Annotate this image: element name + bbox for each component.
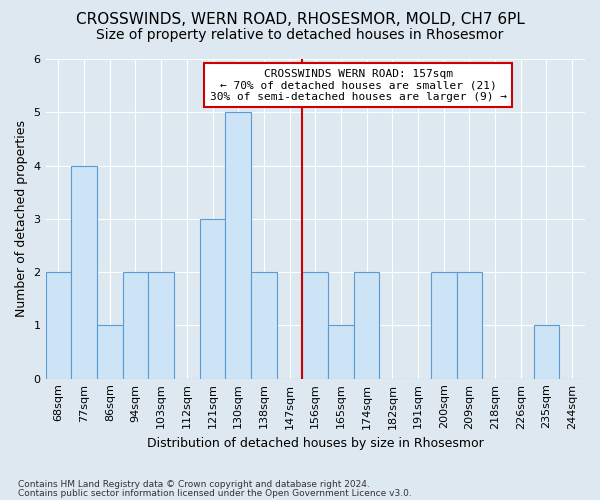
Bar	[251, 272, 277, 378]
Text: Size of property relative to detached houses in Rhosesmor: Size of property relative to detached ho…	[97, 28, 503, 42]
Bar	[46, 272, 71, 378]
Bar	[354, 272, 379, 378]
Bar	[533, 326, 559, 378]
Bar	[302, 272, 328, 378]
Bar	[328, 326, 354, 378]
Bar	[431, 272, 457, 378]
Text: CROSSWINDS, WERN ROAD, RHOSESMOR, MOLD, CH7 6PL: CROSSWINDS, WERN ROAD, RHOSESMOR, MOLD, …	[76, 12, 524, 28]
Text: Contains public sector information licensed under the Open Government Licence v3: Contains public sector information licen…	[18, 488, 412, 498]
Y-axis label: Number of detached properties: Number of detached properties	[15, 120, 28, 318]
Bar	[71, 166, 97, 378]
Bar	[226, 112, 251, 378]
Text: CROSSWINDS WERN ROAD: 157sqm
← 70% of detached houses are smaller (21)
30% of se: CROSSWINDS WERN ROAD: 157sqm ← 70% of de…	[210, 68, 507, 102]
Bar	[148, 272, 174, 378]
Bar	[122, 272, 148, 378]
Bar	[97, 326, 122, 378]
Bar	[457, 272, 482, 378]
X-axis label: Distribution of detached houses by size in Rhosesmor: Distribution of detached houses by size …	[147, 437, 484, 450]
Bar	[200, 219, 226, 378]
Text: Contains HM Land Registry data © Crown copyright and database right 2024.: Contains HM Land Registry data © Crown c…	[18, 480, 370, 489]
